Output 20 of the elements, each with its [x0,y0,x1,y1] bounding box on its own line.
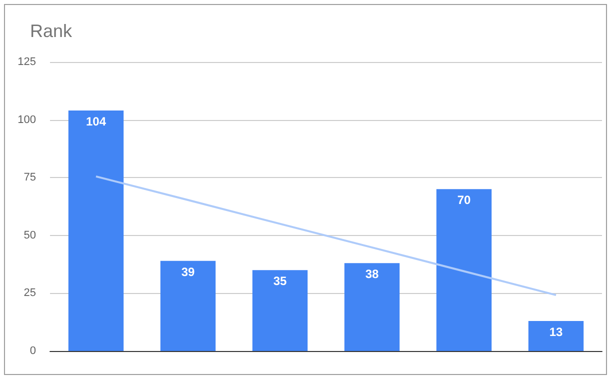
bar [344,263,400,351]
data-label: 104 [86,114,106,129]
bar [436,189,492,351]
y-tick-label: 100 [18,114,36,126]
bar [252,270,308,351]
data-label: 38 [365,267,379,282]
bar [160,260,216,351]
y-tick-label: 75 [24,172,36,184]
y-tick-label: 0 [30,345,36,357]
data-label: 39 [181,264,195,279]
bar [68,110,124,351]
line-series [95,175,557,296]
y-tick-label: 125 [18,56,36,68]
data-label: 35 [273,274,287,288]
data-label: 13 [549,324,563,339]
y-tick-label: 25 [24,287,36,300]
y-tick-label: 50 [24,229,36,242]
chart-title: Rank [30,21,74,41]
bar [528,320,584,351]
data-label: 70 [457,193,471,208]
